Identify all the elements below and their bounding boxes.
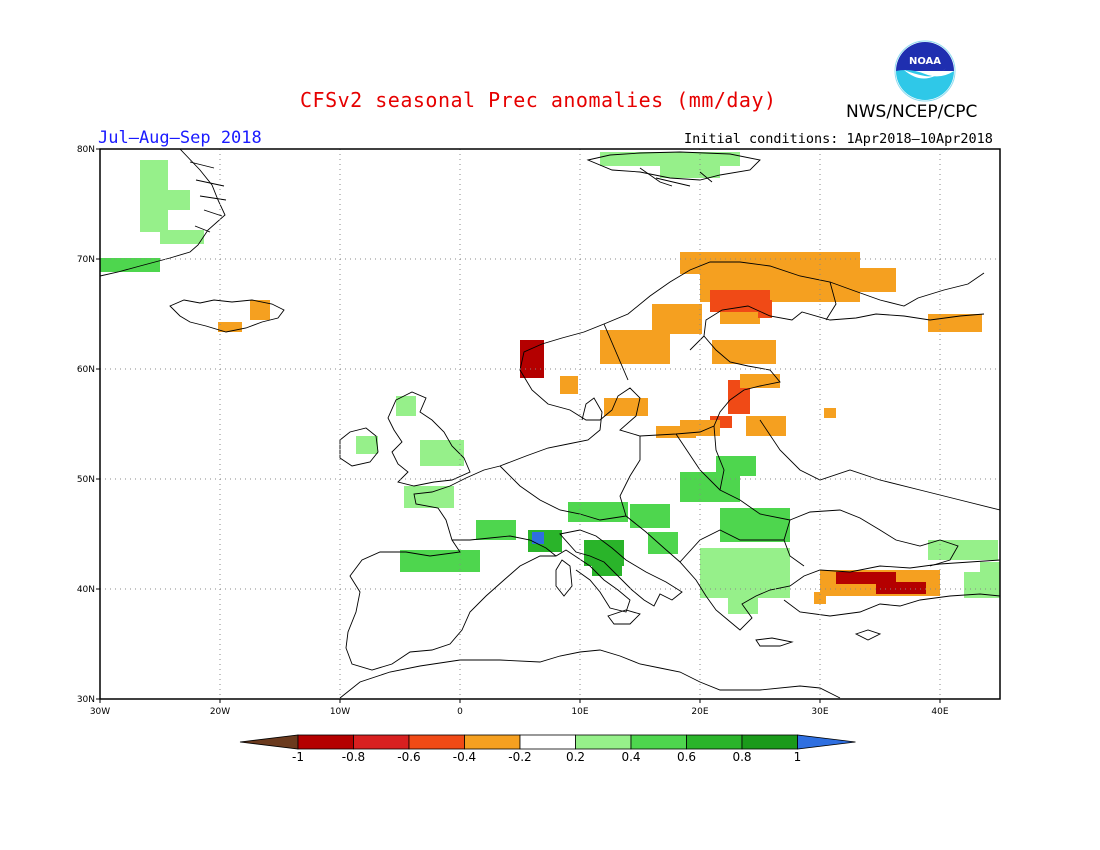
anomaly-cell (400, 550, 480, 572)
map-frame (99, 148, 1001, 700)
colorbar-label: 1 (794, 750, 802, 764)
agency-label: NWS/NCEP/CPC (846, 102, 978, 122)
coastlines (100, 149, 1000, 699)
lon-tick-label: 30E (811, 707, 828, 717)
anomaly-cell (592, 562, 622, 576)
lon-tick-label: 10E (571, 707, 588, 717)
anomaly-cell (404, 486, 454, 508)
anomaly-cell (716, 456, 756, 476)
anomaly-cell (218, 322, 242, 332)
anomaly-cell (876, 582, 926, 594)
anomaly-cell (700, 548, 790, 598)
colorbar-label: -0.6 (397, 750, 420, 764)
lat-tick-label: 60N (77, 365, 95, 375)
anomaly-cell (116, 262, 150, 270)
anomaly-cell (680, 472, 740, 502)
anomaly-cell (980, 562, 1000, 578)
graticule (100, 149, 1000, 699)
colorbar-label: 0.6 (677, 750, 696, 764)
anomaly-cell (758, 300, 772, 318)
anomaly-cell (396, 396, 416, 416)
lon-tick-label: 0 (457, 707, 463, 717)
anomaly-cell (568, 502, 628, 522)
colorbar-segment (630, 734, 687, 750)
latitude-ticks: 80N 70N 60N 50N 40N 30N (77, 145, 100, 705)
lon-tick-label: 20W (210, 707, 230, 717)
lat-tick-label: 30N (77, 695, 95, 705)
longitude-ticks: 30W 20W 10W 0 10E 20E 30E 40E (90, 699, 949, 717)
colorbar-segment (464, 734, 521, 750)
anomaly-cell (712, 340, 776, 364)
anomaly-cell (728, 380, 750, 414)
anomaly-cell (746, 416, 786, 436)
colorbar-label: 0.8 (732, 750, 751, 764)
anomaly-cell (250, 300, 270, 320)
anomaly-cell (600, 152, 740, 166)
anomaly-cell (150, 190, 190, 210)
anomaly-cell (814, 592, 826, 604)
colorbar-label: -1 (292, 750, 304, 764)
lat-tick-label: 70N (77, 255, 95, 265)
colorbar-arrow-right (797, 734, 856, 750)
anomaly-cell (710, 290, 770, 312)
lat-tick-label: 80N (77, 145, 95, 155)
anomaly-cell (476, 520, 516, 540)
anomaly-cell (720, 508, 790, 542)
colorbar-label: -0.2 (508, 750, 531, 764)
colorbar-segment (408, 734, 465, 750)
anomaly-cells (100, 152, 1000, 614)
anomaly-cell (836, 572, 896, 584)
forecast-period: Jul–Aug–Sep 2018 (98, 128, 262, 148)
colorbar-segment (575, 734, 632, 750)
anomaly-cell (740, 374, 780, 388)
anomaly-cell (652, 304, 702, 334)
colorbar-label: 0.4 (621, 750, 640, 764)
colorbar-label: -0.8 (342, 750, 365, 764)
anomaly-cell (656, 426, 696, 438)
lat-tick-label: 50N (77, 475, 95, 485)
anomaly-cell (928, 540, 998, 560)
anomaly-cell (532, 532, 544, 544)
svg-text:NOAA: NOAA (909, 56, 941, 67)
anomaly-cell (160, 230, 204, 244)
anomaly-cell (420, 440, 464, 466)
lat-tick-label: 40N (77, 585, 95, 595)
anomaly-cell (620, 404, 636, 416)
colorbar-label: 0.2 (566, 750, 585, 764)
anomaly-cell (600, 330, 670, 364)
anomaly-cell (356, 436, 378, 454)
initial-conditions: Initial conditions: 1Apr2018–10Apr2018 (684, 131, 993, 147)
anomaly-cell (648, 532, 678, 554)
anomaly-cell (560, 376, 578, 394)
colorbar-segment (353, 734, 410, 750)
anomaly-cell (860, 268, 896, 292)
anomaly-cell (660, 164, 720, 178)
lon-tick-label: 30W (90, 707, 110, 717)
colorbar-segment (686, 734, 743, 750)
colorbar-arrow-left (239, 734, 299, 750)
noaa-logo-icon: NOAA (894, 40, 956, 102)
map-title: CFSv2 seasonal Prec anomalies (mm/day) (300, 88, 777, 112)
colorbar-segment (741, 734, 798, 750)
colorbar-segment (297, 734, 354, 750)
colorbar-segment (519, 734, 576, 750)
lon-tick-label: 20E (691, 707, 708, 717)
lon-tick-label: 40E (931, 707, 948, 717)
anomaly-cell (680, 252, 860, 274)
colorbar: -1 -0.8 -0.6 -0.4 -0.2 0.2 0.4 0.6 0.8 1 (239, 734, 856, 764)
colorbar-label: -0.4 (453, 750, 476, 764)
lon-tick-label: 10W (330, 707, 350, 717)
anomaly-cell (824, 408, 836, 418)
